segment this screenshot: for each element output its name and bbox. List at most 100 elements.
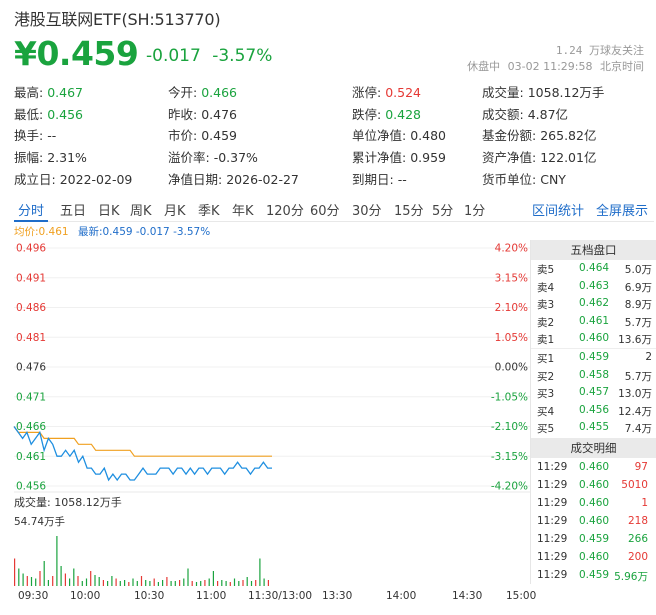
- trade-row: 11:29 0.460 97: [531, 458, 656, 476]
- ob-level-label: 买2: [537, 370, 555, 383]
- tab-1[interactable]: 五日: [60, 204, 87, 219]
- tab-8[interactable]: 60分: [310, 204, 340, 219]
- y-tick-right: 2.10%: [495, 302, 528, 314]
- volume-bar: [229, 582, 231, 586]
- x-tick: 10:00: [70, 590, 101, 602]
- volume-bar: [69, 578, 71, 586]
- ask-row[interactable]: 卖5 0.464 5.0万: [531, 260, 656, 278]
- stat-label: 净值日期:: [168, 171, 223, 187]
- intraday-chart[interactable]: 0.496 4.20% 0.491 3.15% 0.486 2.10% 0.481 1.05%…: [0, 236, 530, 592]
- volume-bar: [195, 582, 198, 586]
- ob-price: 0.455: [579, 421, 610, 434]
- bid-row[interactable]: 买5 0.455 7.4万: [531, 419, 656, 437]
- ob-level-label: 卖4: [537, 281, 555, 294]
- ask-row[interactable]: 卖1 0.460 13.6万: [531, 330, 656, 348]
- stat-value: 0.476: [201, 106, 238, 122]
- ob-volume: 13.0万: [618, 388, 652, 401]
- ob-price: 0.464: [579, 262, 610, 274]
- stat-item: 涨停: 0.524: [352, 82, 421, 101]
- volume-bar: [98, 577, 100, 586]
- volume-bar: [26, 576, 28, 586]
- y-tick-left: 0.456: [16, 481, 46, 493]
- tab-6[interactable]: 年K: [232, 204, 254, 219]
- trade-volume: 200: [627, 550, 648, 563]
- stat-label: 成交额:: [482, 106, 524, 122]
- stock-title: 港股互联网ETF(SH:513770): [14, 10, 221, 29]
- tab-7[interactable]: 120分: [266, 204, 304, 219]
- trade-row: 11:29 0.460 5010: [531, 476, 656, 494]
- ob-price: 0.461: [579, 314, 610, 327]
- stat-item: 到期日: --: [352, 169, 407, 188]
- bid-row[interactable]: 买4 0.456 12.4万: [531, 402, 656, 420]
- stat-label: 最低:: [14, 106, 44, 122]
- tab-4[interactable]: 月K: [164, 204, 186, 219]
- followers-count[interactable]: 1.24 万球友关注: [555, 44, 644, 57]
- trades-title: 成交明细: [531, 437, 656, 458]
- interval-stats-button[interactable]: 区间统计: [532, 204, 585, 219]
- tab-3[interactable]: 周K: [130, 204, 152, 219]
- tab-5[interactable]: 季K: [198, 204, 220, 219]
- stat-value: 0.480: [410, 128, 447, 144]
- y-tick-left: 0.471: [16, 391, 46, 403]
- stat-value: 0.466: [201, 85, 238, 100]
- y-tick-right: -1.05%: [491, 391, 528, 403]
- ask-row[interactable]: 卖4 0.463 6.9万: [531, 278, 656, 296]
- stat-value: --: [47, 128, 57, 144]
- orderbook-divider: [531, 347, 656, 349]
- bid-row[interactable]: 买1 0.459 2: [531, 349, 656, 367]
- volume-bar: [140, 576, 143, 586]
- tab-0[interactable]: 分时: [18, 204, 45, 219]
- stat-label: 成交量:: [482, 85, 524, 100]
- y-tick-left: 0.461: [16, 451, 46, 463]
- current-price: ¥0.459: [14, 34, 139, 73]
- ob-price: 0.462: [579, 297, 610, 310]
- volume-bar: [170, 581, 172, 586]
- avg-price-line: [13, 426, 272, 457]
- volume-bar: [43, 561, 45, 586]
- trade-time: 11:29: [537, 460, 568, 473]
- ob-volume: 5.7万: [624, 370, 652, 383]
- volume-bar: [162, 580, 164, 586]
- volume-bar: [60, 566, 62, 586]
- tab-10[interactable]: 15分: [394, 204, 424, 219]
- ob-level-label: 卖3: [537, 299, 555, 312]
- ask-row[interactable]: 卖2 0.461 5.7万: [531, 313, 656, 331]
- x-tick: 15:00: [506, 590, 537, 602]
- stat-item: 跌停: 0.428: [352, 104, 421, 123]
- y-tick-left: 0.476: [16, 362, 46, 374]
- bid-row[interactable]: 买3 0.457 13.0万: [531, 384, 656, 402]
- ob-level-label: 买5: [537, 423, 555, 436]
- volume-bar: [153, 578, 155, 586]
- trade-volume: 97: [634, 460, 648, 473]
- volume-bar: [242, 580, 244, 586]
- volume-bar: [179, 580, 181, 586]
- trade-price: 0.459: [579, 568, 610, 581]
- volume-bar: [204, 580, 206, 586]
- volume-bar: [217, 581, 219, 586]
- tab-2[interactable]: 日K: [98, 204, 120, 219]
- volume-bar: [90, 571, 92, 586]
- y-tick-left: 0.486: [16, 302, 46, 314]
- tab-11[interactable]: 5分: [432, 204, 454, 219]
- stat-value: 122.01亿: [540, 150, 597, 166]
- ask-list: 卖5 0.464 5.0万 卖4 0.463 6.9万 卖3 0.462 8.9万 卖2 0.461…: [531, 260, 656, 348]
- volume-bar: [52, 576, 54, 586]
- tab-12[interactable]: 1分: [464, 204, 486, 219]
- fullscreen-button[interactable]: 全屏展示: [596, 204, 649, 219]
- ob-price: 0.460: [579, 332, 610, 345]
- stat-item: 累计净值: 0.959: [352, 147, 446, 166]
- volume-bar: [183, 578, 185, 586]
- period-tabs: 分时 五日 日K 周K 月K 季K 年K 120分 60分 30分 15分 5分 1分 区间统计 全屏展示: [14, 196, 654, 222]
- ask-row[interactable]: 卖3 0.462 8.9万: [531, 295, 656, 313]
- change-percent: -3.57%: [212, 46, 273, 66]
- volume-bar: [267, 580, 269, 586]
- volume-bar: [145, 580, 147, 586]
- ob-price: 0.456: [579, 403, 610, 416]
- volume-bar: [64, 573, 66, 586]
- ob-level-label: 卖2: [537, 316, 555, 329]
- bid-row[interactable]: 买2 0.458 5.7万: [531, 367, 656, 385]
- change-value: -0.017: [146, 46, 201, 66]
- tab-9[interactable]: 30分: [352, 204, 382, 219]
- volume-bar: [174, 581, 176, 586]
- trade-volume: 1: [641, 496, 648, 509]
